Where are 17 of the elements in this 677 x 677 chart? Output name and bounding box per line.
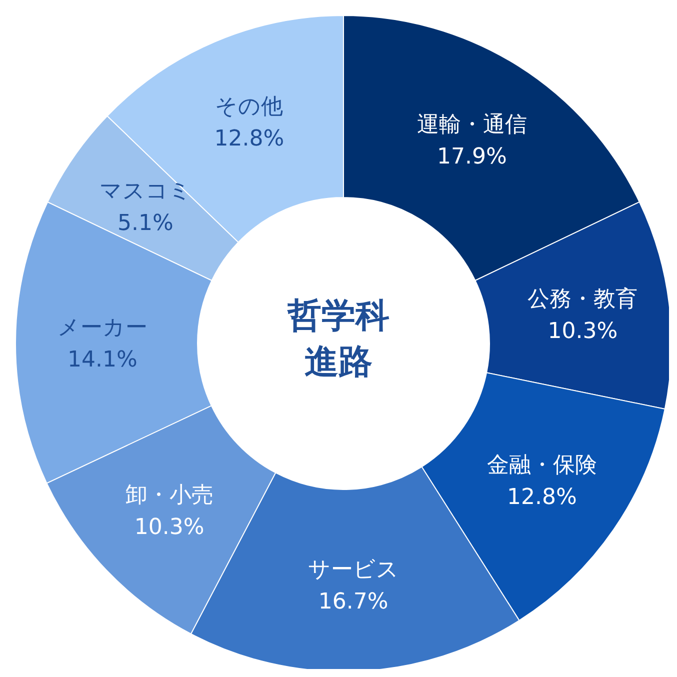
data-label: 12.8% [507,485,577,510]
slice-label: サービス [308,557,399,582]
data-label: 17.9% [437,144,507,170]
slice-label: 運輸・通信 [416,112,527,138]
slice-label: 卸・小売 [125,483,214,508]
slice-label: メーカー [58,316,148,341]
text: 哲学科進路 [286,294,390,384]
slice-label: 公務・教育 [528,286,638,312]
data-label: 10.3% [134,515,204,540]
slice-label: 金融・保険 [486,453,597,478]
slice-label: マスコミ [99,179,192,204]
data-label: 14.1% [68,348,138,373]
data-label: 5.1% [118,211,174,236]
data-label: 10.3% [548,319,618,344]
data-label: 16.7% [318,589,388,614]
data-label: 12.8% [214,126,284,152]
slice-label: その他 [215,94,284,120]
